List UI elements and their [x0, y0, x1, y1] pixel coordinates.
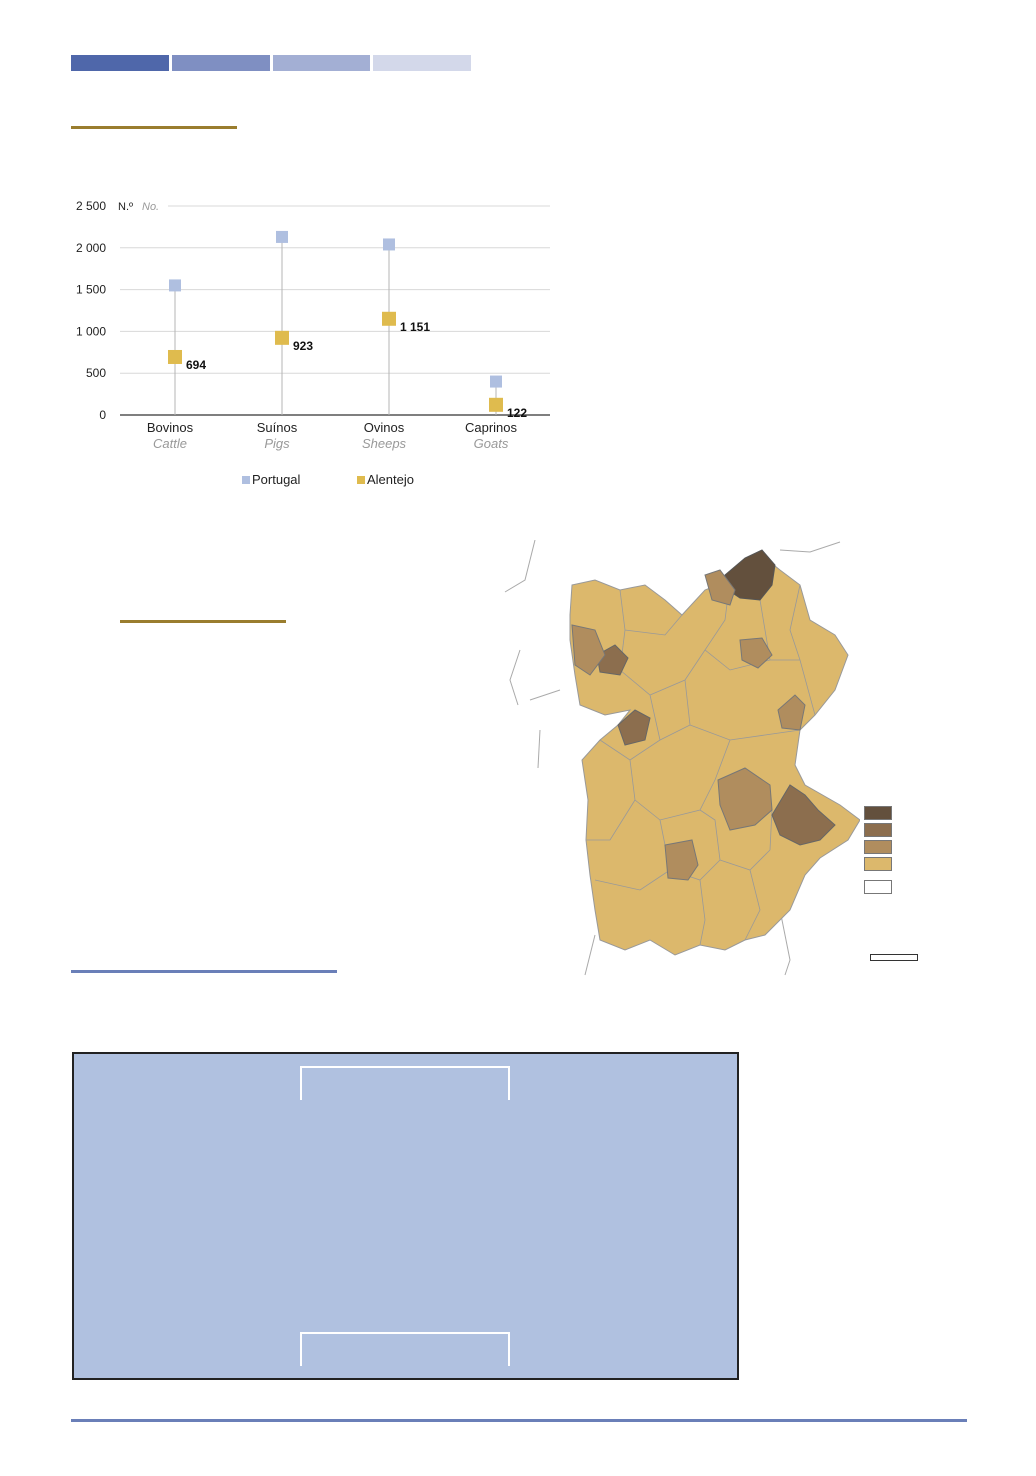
map-class-3-area-5 [717, 767, 773, 831]
chart-y-tick-label: 2 000 [76, 241, 106, 255]
map-class-3-area-1 [704, 569, 736, 606]
chart-data-label: 923 [293, 339, 313, 353]
map-legend-class-5 [864, 880, 892, 894]
map-class-3-area-3 [739, 637, 773, 669]
alentejo-map [504, 540, 860, 976]
map-legend-class-4 [864, 857, 892, 871]
chart-point-portugal [383, 238, 395, 251]
chart-data-label: 122 [507, 406, 527, 420]
map-legend-class-2 [864, 823, 892, 837]
chart-legend-label: Portugal [252, 472, 301, 487]
chart-heading-rule [71, 126, 237, 129]
chart-x-tick-label: Suínos [257, 420, 298, 435]
map-legend-class-3 [864, 840, 892, 854]
header-bar-segment-2 [171, 55, 270, 71]
chart-x-tick-label-en: Pigs [264, 436, 290, 451]
chart-point-alentejo [489, 397, 503, 412]
chart-legend-swatch [242, 476, 250, 484]
info-panel [72, 1052, 739, 1380]
chart-point-alentejo [275, 330, 289, 345]
chart-unit-label: N.º [118, 201, 133, 213]
header-bar-segment-4 [373, 55, 471, 71]
panel-bracket-top [300, 1066, 510, 1100]
header-bar-segment-1 [71, 55, 169, 71]
chart-point-alentejo [168, 349, 182, 364]
chart-point-portugal [490, 375, 502, 388]
chart-x-tick-label-en: Cattle [153, 436, 187, 451]
panel-edge-left [72, 1052, 74, 1380]
panel-bracket-bottom [300, 1332, 510, 1366]
chart-data-label: 694 [186, 358, 206, 372]
header-bar-segment-3 [272, 55, 371, 71]
chart-x-tick-label: Caprinos [465, 420, 518, 435]
footer-rule [71, 1419, 967, 1422]
header-color-bar [71, 55, 471, 71]
chart-y-tick-label: 1 500 [76, 283, 106, 297]
chart-marks: 694 923 1 151 122 [168, 230, 527, 420]
map-class-2-area-1 [596, 644, 629, 676]
map-class-2-area-2 [617, 709, 651, 746]
livestock-chart: 0 500 1 000 1 500 2 000 2 500 N.º No. 694 923 1… [76, 199, 550, 487]
chart-point-portugal [169, 279, 181, 292]
map-coast-line [504, 540, 561, 769]
chart-point-alentejo [382, 311, 396, 326]
chart-point-portugal [276, 230, 288, 243]
map-heading-rule [120, 620, 286, 623]
chart-x-tick-label: Bovinos [147, 420, 194, 435]
map-border-south [584, 909, 791, 976]
map-border-north [779, 541, 841, 553]
panel-edge-top [72, 1052, 739, 1054]
map-region-main [569, 557, 860, 956]
chart-x-tick-label: Ovinos [364, 420, 405, 435]
chart-x-tick-label-en: Sheeps [362, 436, 407, 451]
section-heading-rule [71, 970, 337, 973]
chart-data-label: 1 151 [400, 320, 430, 334]
panel-edge-bottom [72, 1378, 739, 1380]
chart-y-tick-label: 0 [99, 408, 106, 422]
chart-legend-label: Alentejo [367, 472, 414, 487]
chart-gridlines [120, 205, 550, 416]
map-class-3-area-2 [571, 624, 606, 676]
chart-legend: Portugal Alentejo [242, 472, 414, 487]
map-class-3-area-6 [664, 839, 699, 881]
map-class-2-area-3 [771, 784, 836, 846]
map-scale-bar [870, 954, 918, 961]
chart-stems [174, 236, 497, 415]
map-class-3-area-4 [777, 694, 806, 731]
chart-unit-label-en: No. [142, 201, 159, 213]
map-legend-class-1 [864, 806, 892, 820]
chart-y-tick-label: 500 [86, 366, 106, 380]
chart-y-ticks: 0 500 1 000 1 500 2 000 2 500 [76, 199, 106, 422]
chart-y-tick-label: 2 500 [76, 199, 106, 213]
chart-x-tick-label-en: Goats [474, 436, 509, 451]
chart-y-tick-label: 1 000 [76, 324, 106, 338]
chart-legend-swatch [357, 476, 365, 484]
panel-edge-right [737, 1052, 739, 1380]
